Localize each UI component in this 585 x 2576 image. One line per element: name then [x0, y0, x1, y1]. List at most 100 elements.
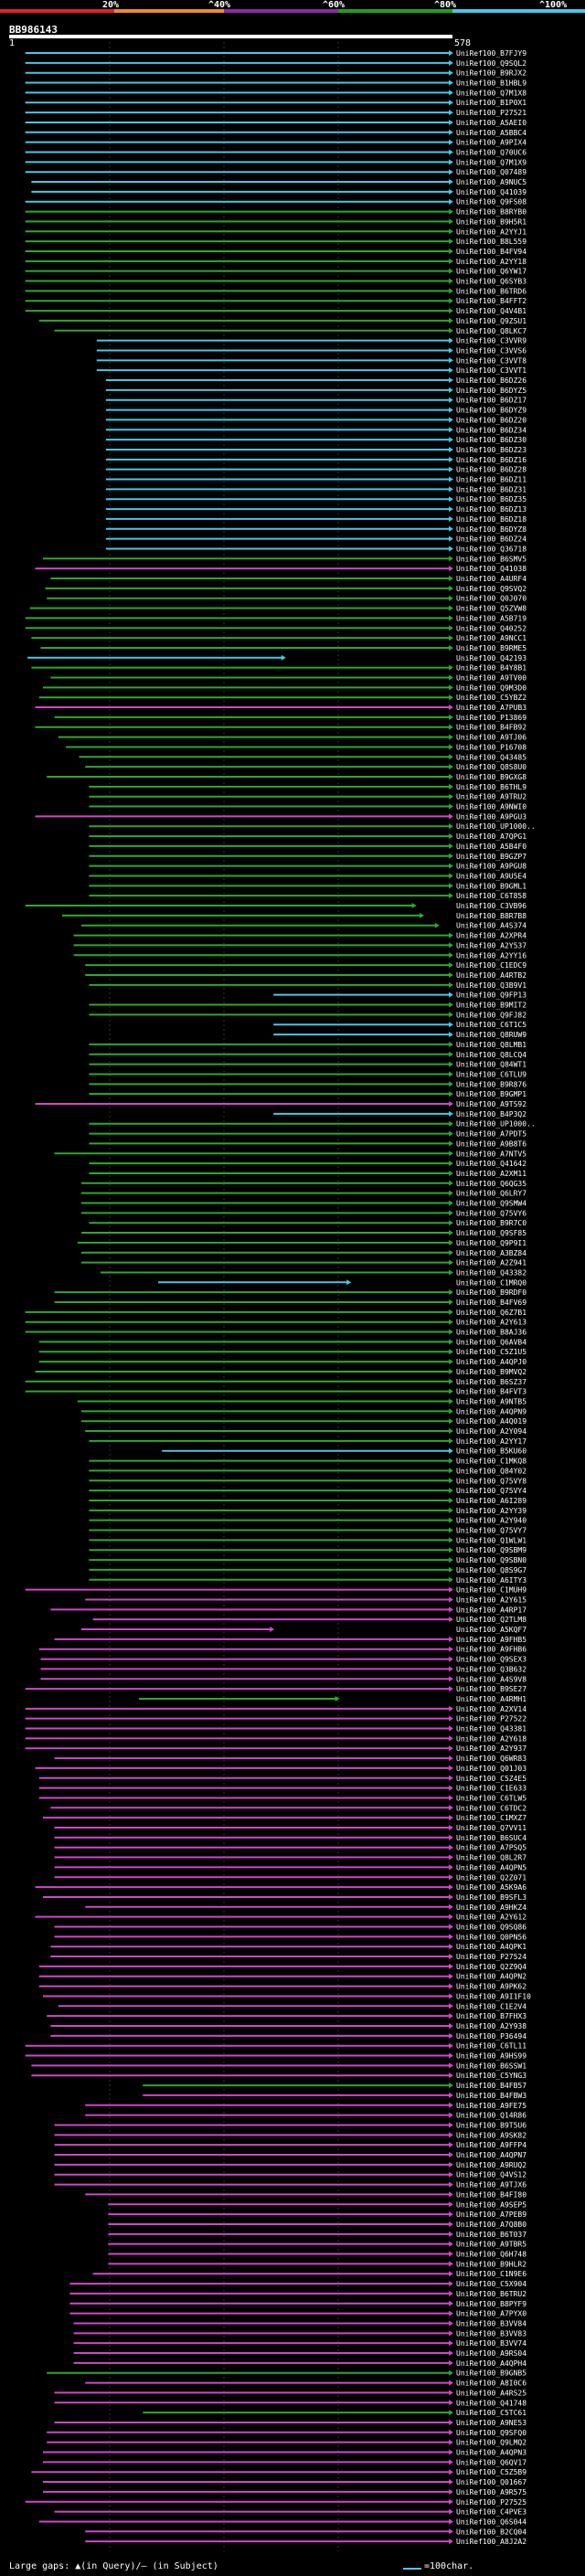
hit-label[interactable]: UniRef100_A4QPN7 [456, 2151, 526, 2159]
hit-label[interactable]: UniRef100_Q6AVB4 [456, 1338, 526, 1346]
hit-row[interactable]: UniRef100_A9NCC1 [31, 634, 526, 642]
hit-label[interactable]: UniRef100_Q8LCQ4 [456, 1051, 526, 1059]
hit-row[interactable]: UniRef100_A4Q019 [81, 1417, 526, 1426]
hit-label[interactable]: UniRef100_A2XM11 [456, 1170, 526, 1178]
hit-label[interactable]: UniRef100_Q9SFQ0 [456, 2429, 526, 2437]
hit-label[interactable]: UniRef100_Q14R86 [456, 2112, 526, 2120]
hit-row[interactable]: UniRef100_C3VB96 [25, 902, 527, 910]
hit-row[interactable]: UniRef100_A5BBC4 [25, 129, 527, 137]
hit-label[interactable]: UniRef100_Q01J03 [456, 1765, 526, 1773]
hit-label[interactable]: UniRef100_A2YYJ1 [456, 228, 526, 236]
hit-label[interactable]: UniRef100_Q7M1X8 [456, 89, 526, 97]
hit-label[interactable]: UniRef100_A6ITY3 [456, 1576, 526, 1585]
hit-row[interactable]: UniRef100_B7FHX3 [47, 2012, 526, 2020]
hit-label[interactable]: UniRef100_Q8S9G7 [456, 1566, 526, 1574]
hit-row[interactable]: UniRef100_Q0PN56 [54, 1933, 527, 1941]
hit-row[interactable]: UniRef100_C1EDC9 [85, 961, 526, 970]
hit-label[interactable]: UniRef100_B8L559 [456, 238, 526, 246]
hit-row[interactable]: UniRef100_B6DZ13 [105, 505, 526, 514]
hit-row[interactable]: UniRef100_A9TBR5 [108, 2241, 526, 2249]
hit-row[interactable]: UniRef100_C5TC61 [143, 2409, 526, 2417]
hit-row[interactable]: UniRef100_P27521 [25, 109, 527, 117]
hit-row[interactable]: UniRef100_Q3B9V1 [89, 981, 526, 990]
hit-label[interactable]: UniRef100_B6DZ30 [456, 436, 526, 444]
hit-label[interactable]: UniRef100_A4RS25 [456, 2389, 526, 2397]
hit-row[interactable]: UniRef100_Q8RUW9 [273, 1031, 526, 1039]
hit-label[interactable]: UniRef100_B9H5R1 [456, 217, 526, 226]
hit-label[interactable]: UniRef100_A2Y937 [456, 1744, 526, 1753]
hit-label[interactable]: UniRef100_Q8RUW9 [456, 1031, 526, 1039]
hit-row[interactable]: UniRef100_A6ITY3 [89, 1576, 526, 1585]
hit-label[interactable]: UniRef100_B1HBL9 [456, 80, 526, 88]
hit-row[interactable]: UniRef100_A9HS99 [25, 2052, 527, 2061]
hit-row[interactable]: UniRef100_B6DZ16 [105, 456, 526, 464]
hit-label[interactable]: UniRef100_Q1WLW1 [456, 1536, 526, 1544]
hit-label[interactable]: UniRef100_Q41748 [456, 2399, 526, 2407]
hit-label[interactable]: UniRef100_UP1000.. [456, 1120, 536, 1129]
hit-label[interactable]: UniRef100_A4RTB2 [456, 971, 526, 980]
hit-label[interactable]: UniRef100_A9I1F10 [456, 1992, 531, 2000]
hit-row[interactable]: UniRef100_Q07489 [25, 168, 527, 176]
hit-label[interactable]: UniRef100_A9PGU3 [456, 812, 526, 821]
hit-label[interactable]: UniRef100_B6DZ23 [456, 446, 526, 454]
hit-row[interactable]: UniRef100_B9T5U6 [54, 2121, 527, 2129]
hit-label[interactable]: UniRef100_Q01667 [456, 2478, 526, 2486]
hit-row[interactable]: UniRef100_A5AEI0 [25, 119, 527, 127]
hit-row[interactable]: UniRef100_Q9SEX3 [40, 1656, 526, 1664]
hit-row[interactable]: UniRef100_Q9ZSU1 [38, 317, 526, 325]
hit-label[interactable]: UniRef100_Q84Y02 [456, 1467, 526, 1475]
hit-label[interactable]: UniRef100_A4QPJ0 [456, 1358, 526, 1366]
hit-label[interactable]: UniRef100_Q8S8U0 [456, 763, 526, 771]
hit-label[interactable]: UniRef100_C1MUH9 [456, 1586, 526, 1595]
hit-row[interactable]: UniRef100_C5Z4E5 [38, 1775, 526, 1783]
hit-label[interactable]: UniRef100_C1EDC9 [456, 961, 526, 970]
hit-label[interactable]: UniRef100_B9MIT2 [456, 1002, 526, 1010]
hit-label[interactable]: UniRef100_Q7VV11 [456, 1824, 526, 1832]
hit-row[interactable]: UniRef100_B9GZP7 [89, 853, 526, 861]
hit-label[interactable]: UniRef100_A9TS92 [456, 1100, 526, 1108]
hit-row[interactable]: UniRef100_Q43381 [25, 1725, 527, 1733]
hit-label[interactable]: UniRef100_A9SEP5 [456, 2200, 526, 2209]
hit-row[interactable]: UniRef100_C3VVS6 [96, 346, 526, 355]
hit-label[interactable]: UniRef100_Q6LRY7 [456, 1190, 526, 1198]
hit-label[interactable]: UniRef100_C5YNG3 [456, 2072, 526, 2080]
hit-row[interactable]: UniRef100_B9R876 [89, 1080, 526, 1088]
hit-row[interactable]: UniRef100_B1HBL9 [25, 80, 527, 88]
hit-row[interactable]: UniRef100_A9PIX4 [25, 139, 527, 147]
hit-row[interactable]: UniRef100_Q8L2R7 [54, 1854, 527, 1862]
hit-row[interactable]: UniRef100_B2CQ04 [85, 2528, 526, 2536]
hit-row[interactable]: UniRef100_C5X904 [69, 2280, 526, 2288]
hit-row[interactable]: UniRef100_A4S9V8 [40, 1675, 526, 1683]
hit-row[interactable]: UniRef100_A6I289 [89, 1497, 526, 1505]
hit-row[interactable]: UniRef100_A5KQF7 [81, 1626, 526, 1634]
hit-label[interactable]: UniRef100_Q75VY7 [456, 1527, 526, 1535]
hit-label[interactable]: UniRef100_C1E2V4 [456, 2002, 526, 2010]
hit-row[interactable]: UniRef100_B6SZ37 [25, 1378, 527, 1386]
hit-label[interactable]: UniRef100_Q9SVQ2 [456, 585, 526, 593]
hit-label[interactable]: UniRef100_A2Y940 [456, 1517, 526, 1525]
hit-row[interactable]: UniRef100_A4RP17 [50, 1606, 526, 1614]
hit-label[interactable]: UniRef100_C5YBZ2 [456, 694, 526, 702]
hit-row[interactable]: UniRef100_B6DYZ8 [105, 525, 526, 534]
hit-label[interactable]: UniRef100_B4FB92 [456, 724, 526, 732]
hit-row[interactable]: UniRef100_C6TLU9 [89, 1070, 526, 1078]
hit-row[interactable]: UniRef100_A7NTV5 [54, 1150, 527, 1158]
hit-row[interactable]: UniRef100_A9NTB5 [77, 1397, 526, 1405]
hit-row[interactable]: UniRef100_Q9FJ82 [89, 1011, 526, 1019]
hit-row[interactable]: UniRef100_A9NE53 [54, 2419, 527, 2427]
hit-label[interactable]: UniRef100_A2Y618 [456, 1734, 526, 1743]
hit-label[interactable]: UniRef100_B9R7C0 [456, 1219, 526, 1227]
hit-row[interactable]: UniRef100_C1MXZ7 [42, 1814, 526, 1822]
hit-row[interactable]: UniRef100_Q9SQ86 [54, 1924, 527, 1932]
hit-row[interactable]: UniRef100_Q6SYB3 [25, 278, 527, 286]
hit-row[interactable]: UniRef100_B6TRD6 [25, 287, 527, 295]
hit-label[interactable]: UniRef100_C6TLU9 [456, 1070, 526, 1078]
hit-row[interactable]: UniRef100_B9GML1 [89, 882, 526, 890]
hit-label[interactable]: UniRef100_A5BBC4 [456, 129, 526, 137]
hit-row[interactable]: UniRef100_Q36718 [105, 545, 526, 553]
hit-row[interactable]: UniRef100_B9GNB5 [47, 2369, 526, 2378]
hit-row[interactable]: UniRef100_A2Y938 [50, 2022, 526, 2030]
hit-row[interactable]: UniRef100_P16708 [66, 743, 526, 751]
hit-label[interactable]: UniRef100_B9HLR2 [456, 2260, 526, 2268]
hit-label[interactable]: UniRef100_Q6H748 [456, 2251, 526, 2259]
